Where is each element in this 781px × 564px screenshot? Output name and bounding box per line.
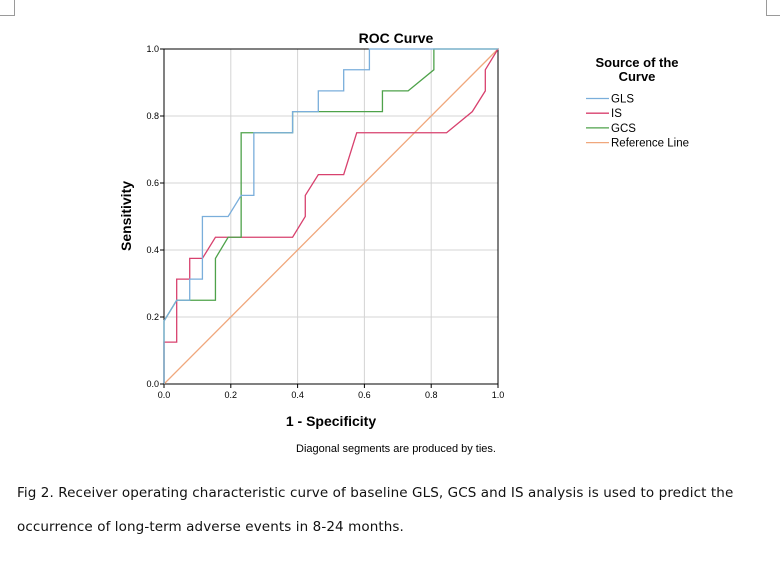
x-tick-label: 0.2	[225, 390, 238, 400]
series-layer	[163, 48, 499, 385]
x-axis-label: 1 - Specificity	[286, 413, 376, 429]
page-corner-mark-right-bottom	[766, 15, 780, 16]
ticks: 0.0 0.2 0.4 0.6 0.8 1.0 0.0 0.2 0.4 0.6 0.8 1.0	[146, 44, 504, 400]
y-axis-label: Sensitivity	[118, 181, 134, 251]
figure-caption: Fig 2. Receiver operating characteristic…	[17, 485, 734, 535]
series-line-gls	[163, 48, 498, 384]
series-line-is	[163, 48, 499, 384]
x-tick-label: 1.0	[492, 390, 505, 400]
page-corner-mark-left-bottom	[0, 15, 15, 16]
y-tick-label: 1.0	[146, 44, 159, 54]
plot-frame	[163, 48, 499, 385]
y-tick-label: 0.6	[146, 178, 159, 188]
page-corner-mark-left	[14, 0, 15, 16]
y-tick-label: 0.8	[146, 111, 159, 121]
legend-title: Source of the Curve	[595, 55, 678, 84]
chart-title: ROC Curve	[359, 30, 434, 46]
x-tick-label: 0.6	[358, 390, 371, 400]
legend-label-reference-line: Reference Line	[611, 138, 689, 150]
x-tick-label: 0.0	[158, 390, 171, 400]
y-tick-label: 0.0	[146, 379, 159, 389]
y-tick-label: 0.2	[146, 312, 159, 322]
legend-label-is: IS	[611, 108, 622, 120]
series-line-reference-line	[163, 48, 499, 385]
y-tick-label: 0.4	[146, 245, 159, 255]
x-tick-label: 0.4	[291, 390, 304, 400]
x-tick-label: 0.8	[425, 390, 438, 400]
tie-note: Diagonal segments are produced by ties.	[296, 443, 496, 455]
legend-label-gls: GLS	[611, 94, 634, 106]
legend: Source of the Curve GLS IS GCS Reference Lin…	[586, 55, 689, 150]
roc-chart: 0.0 0.2 0.4 0.6 0.8 1.0 0.0 0.2 0.4 0.6 0.8 1.0 ROC…	[118, 30, 689, 455]
legend-label-gcs: GCS	[611, 123, 636, 135]
page-corner-mark-right	[766, 0, 767, 16]
